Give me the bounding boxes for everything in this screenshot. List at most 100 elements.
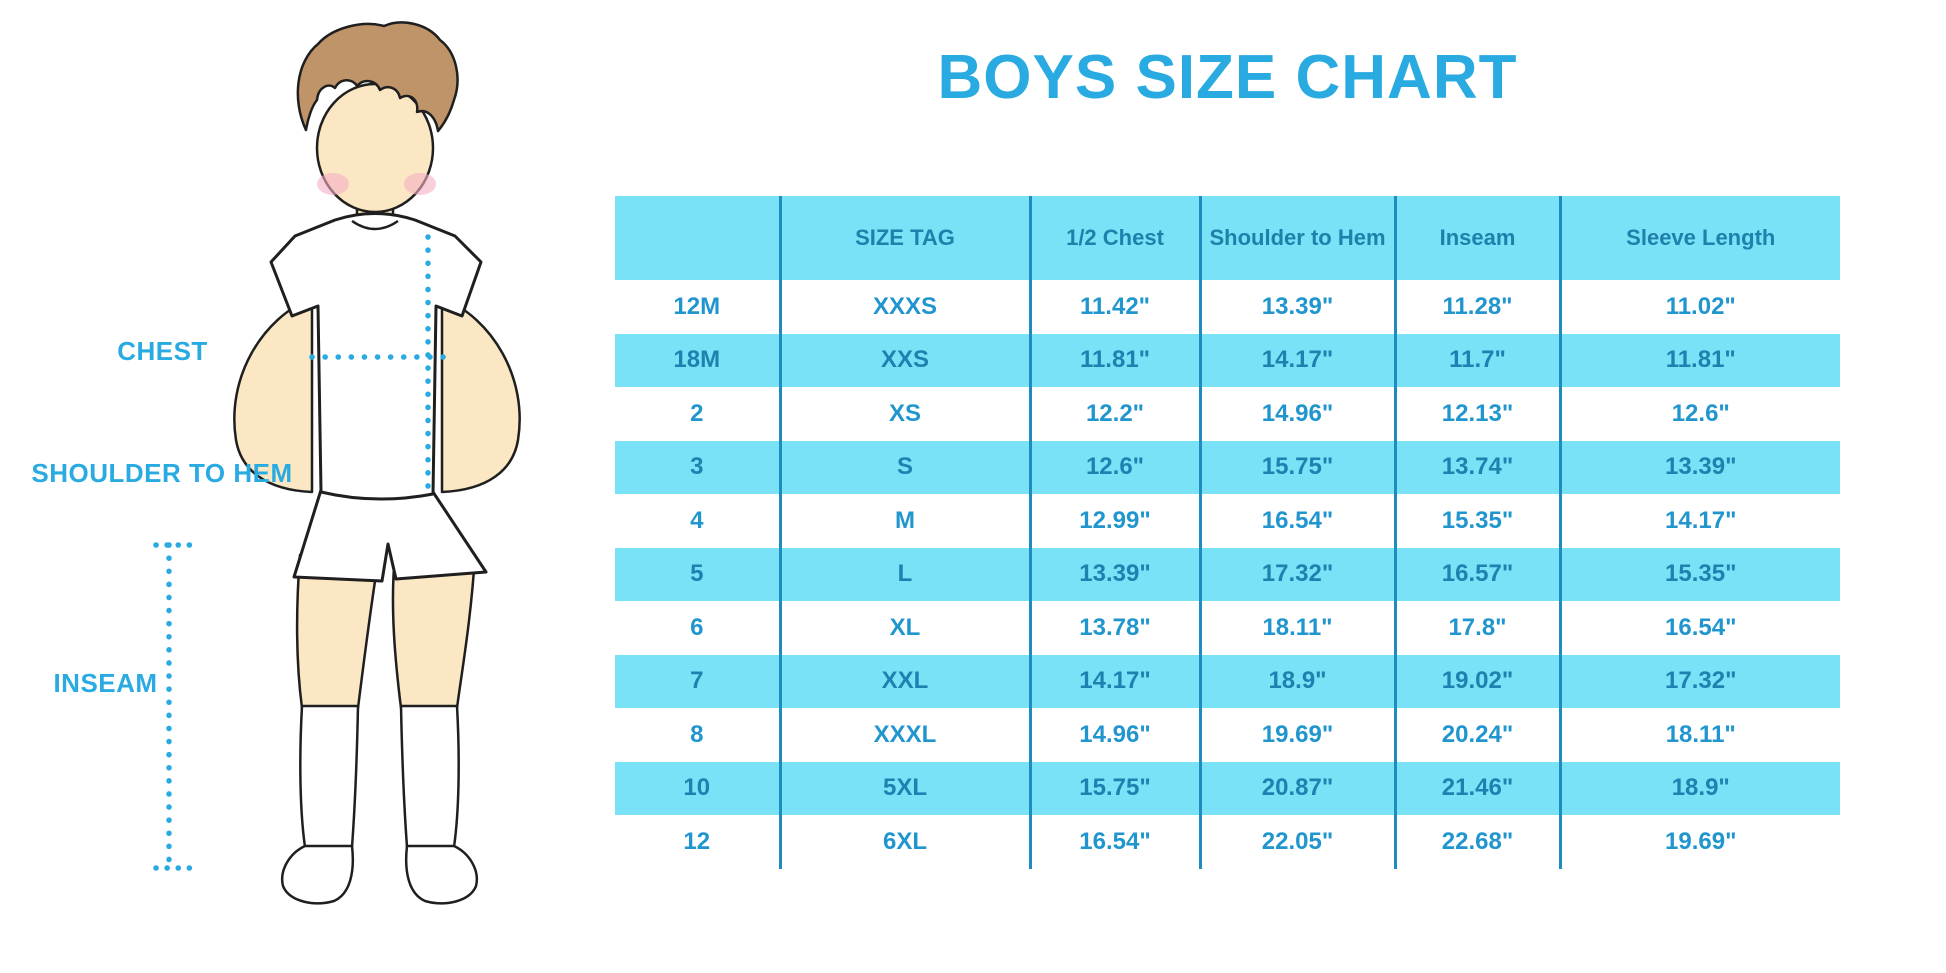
measurement-cell: 16.54" [1028, 815, 1200, 869]
table-row: 4 M 12.99" 16.54" 15.35" 14.17" [615, 494, 1840, 548]
table-row: 12M XXXS 11.42" 13.39" 11.28" 11.02" [615, 280, 1840, 334]
boy-tshirt-neckline [351, 219, 399, 231]
measurement-cell: 19.69" [1198, 708, 1395, 762]
measurement-cell: 12.6" [1558, 387, 1840, 441]
measurement-cell: 15.75" [1028, 761, 1200, 815]
measurement-cell: 14.96" [1198, 387, 1395, 441]
page-title: BOYS SIZE CHART [937, 43, 1518, 112]
boy-left-arm [233, 296, 314, 494]
size-cell: 4 [690, 506, 704, 534]
table-row: 8 XXXL 14.96" 19.69" 20.24" 18.11" [615, 708, 1840, 762]
size-cell: 7 [690, 667, 704, 695]
size-table-body: 12M XXXS 11.42" 13.39" 11.28" 11.02" 18M XXS 11.… [615, 280, 1840, 869]
measurement-cell: 18.11" [1198, 601, 1395, 655]
measurement-cell: 11.28" [1393, 280, 1560, 334]
measurement-cell: XXXL [778, 708, 1030, 762]
measurement-cell: 13.39" [1028, 547, 1200, 601]
table-row: 18M XXS 11.81" 14.17" 11.7" 11.81" [615, 333, 1840, 387]
measurement-cell: 16.54" [1558, 601, 1840, 655]
measurement-cell: 13.78" [1028, 601, 1200, 655]
measurement-cell: 20.24" [1393, 708, 1560, 762]
table-row: 12 6XL 16.54" 22.05" 22.68" 19.69" [615, 815, 1840, 869]
size-cell: 12M [673, 292, 721, 320]
measurement-cell: S [778, 440, 1030, 494]
measurement-cell: XS [778, 387, 1030, 441]
measurement-cell: 20.87" [1198, 761, 1395, 815]
measurement-cell: 14.96" [1028, 708, 1200, 762]
measurement-cell: 16.54" [1198, 494, 1395, 548]
size-cell: 2 [690, 399, 704, 427]
measurement-cell: 14.17" [1558, 494, 1840, 548]
measurement-cell: 13.74" [1393, 440, 1560, 494]
boy-right-sock [399, 704, 460, 849]
measurement-cell: 22.05" [1198, 815, 1395, 869]
measurement-cell: 17.8" [1393, 601, 1560, 655]
size-cell: 6 [690, 613, 704, 641]
boy-figure-drawing [153, 21, 521, 905]
boy-right-arm [440, 296, 521, 494]
measurement-cell: XXL [778, 654, 1030, 708]
inseam-label: INSEAM [53, 668, 158, 698]
measurement-cell: 11.81" [1028, 333, 1200, 387]
measurement-cell: 17.32" [1558, 654, 1840, 708]
size-cell: 5 [690, 560, 704, 588]
column-header-sleeve-length: Sleeve Length [1558, 196, 1840, 280]
boy-illustration: CHEST SHOULDER TO HEM INSEAM [0, 0, 560, 973]
measurement-cell: 13.39" [1558, 440, 1840, 494]
boy-shorts [292, 488, 488, 583]
measurement-cell: 15.75" [1198, 440, 1395, 494]
boy-left-sock [299, 704, 360, 849]
measurement-cell: XL [778, 601, 1030, 655]
size-cell: 18M [673, 346, 721, 374]
measurement-cell: 19.69" [1558, 815, 1840, 869]
measurement-cell: M [778, 494, 1030, 548]
size-table: SIZE TAG 1/2 Chest Shoulder to Hem Inseam Sl… [615, 196, 1840, 869]
size-cell: 8 [690, 720, 704, 748]
measurement-cell: 12.2" [1028, 387, 1200, 441]
column-header-1-2-chest: 1/2 Chest [1028, 196, 1200, 280]
measurement-cell: L [778, 547, 1030, 601]
column-header-size [615, 196, 780, 280]
measurement-cell: 5XL [778, 761, 1030, 815]
shoulder-to-hem-label: SHOULDER TO HEM [31, 458, 293, 488]
measurement-cell: 11.42" [1028, 280, 1200, 334]
measurement-cell: 19.02" [1393, 654, 1560, 708]
measurement-cell: 11.02" [1558, 280, 1840, 334]
boy-hair [296, 21, 459, 133]
measurement-cell: 12.99" [1028, 494, 1200, 548]
column-header-shoulder-to-hem: Shoulder to Hem [1198, 196, 1395, 280]
size-table-header: SIZE TAG 1/2 Chest Shoulder to Hem Inseam Sl… [615, 196, 1840, 280]
measurement-cell: 18.9" [1198, 654, 1395, 708]
measurement-cell: 18.9" [1558, 761, 1840, 815]
measurement-cell: 11.7" [1393, 333, 1560, 387]
measurement-cell: 13.39" [1198, 280, 1395, 334]
measurement-cell: 22.68" [1393, 815, 1560, 869]
measurement-cell: 11.81" [1558, 333, 1840, 387]
table-row: 6 XL 13.78" 18.11" 17.8" 16.54" [615, 601, 1840, 655]
column-header-inseam: Inseam [1393, 196, 1560, 280]
measurement-cell: 14.17" [1028, 654, 1200, 708]
measurement-cell: XXXS [778, 280, 1030, 334]
measurement-cell: 16.57" [1393, 547, 1560, 601]
measurement-cell: XXS [778, 333, 1030, 387]
boy-right-shoe [404, 844, 479, 905]
chest-label: CHEST [117, 336, 208, 366]
header-row: SIZE TAG 1/2 Chest Shoulder to Hem Inseam Sl… [615, 196, 1840, 280]
size-cell: 3 [690, 453, 704, 481]
measurement-cell: 18.11" [1558, 708, 1840, 762]
table-row: 10 5XL 15.75" 20.87" 21.46" 18.9" [615, 761, 1840, 815]
measurement-cell: 15.35" [1558, 547, 1840, 601]
column-header-size-tag: SIZE TAG [778, 196, 1030, 280]
measurement-cell: 15.35" [1393, 494, 1560, 548]
measurement-cell: 21.46" [1393, 761, 1560, 815]
boy-left-shoe [280, 844, 355, 905]
measurement-cell: 12.6" [1028, 440, 1200, 494]
measurement-cell: 12.13" [1393, 387, 1560, 441]
size-cell: 10 [683, 774, 711, 802]
measurement-cell: 17.32" [1198, 547, 1395, 601]
size-cell: 12 [683, 827, 711, 855]
table-row: 2 XS 12.2" 14.96" 12.13" 12.6" [615, 387, 1840, 441]
boy-right-blush [404, 173, 436, 195]
table-row: 7 XXL 14.17" 18.9" 19.02" 17.32" [615, 654, 1840, 708]
